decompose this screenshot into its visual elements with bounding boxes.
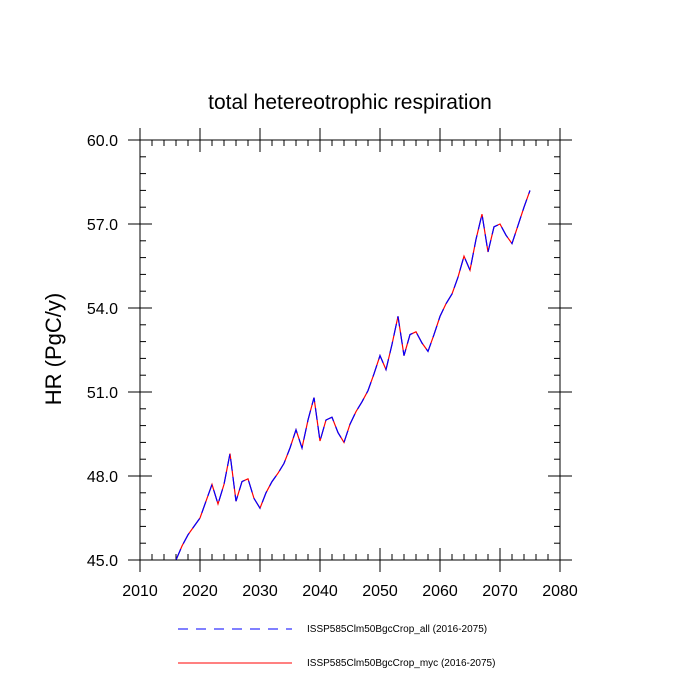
legend: ISSP585Clm50BgcCrop_all (2016-2075) ISSP5… — [178, 624, 495, 669]
x-tick-label: 2080 — [542, 583, 578, 600]
legend-label: ISSP585Clm50BgcCrop_myc (2016-2075) — [307, 658, 495, 669]
chart-title: total hetereotrophic respiration — [208, 91, 492, 114]
tick-labels: 2010 2020 2030 2040 2050 2060 2070 2080 45.0 48.0… — [87, 133, 578, 600]
plot-lines — [175, 190, 531, 561]
x-tick-label: 2070 — [482, 583, 518, 600]
y-tick-label: 57.0 — [87, 217, 118, 234]
x-tick-label: 2010 — [122, 583, 158, 600]
axis-ticks — [128, 128, 572, 572]
x-tick-label: 2060 — [422, 583, 458, 600]
y-tick-label: 48.0 — [87, 469, 118, 486]
y-tick-label: 45.0 — [87, 553, 118, 570]
legend-label: ISSP585Clm50BgcCrop_all (2016-2075) — [307, 624, 487, 635]
x-tick-label: 2040 — [302, 583, 338, 600]
series-line — [175, 190, 531, 561]
x-tick-label: 2050 — [362, 583, 398, 600]
plot-frame — [139, 139, 561, 561]
y-tick-label: 51.0 — [87, 385, 118, 402]
x-tick-label: 2020 — [182, 583, 218, 600]
y-tick-label: 54.0 — [87, 301, 118, 318]
y-tick-label: 60.0 — [87, 133, 118, 150]
series-line — [175, 190, 531, 561]
y-axis-label: HR (PgC/y) — [41, 293, 66, 405]
x-tick-label: 2030 — [242, 583, 278, 600]
